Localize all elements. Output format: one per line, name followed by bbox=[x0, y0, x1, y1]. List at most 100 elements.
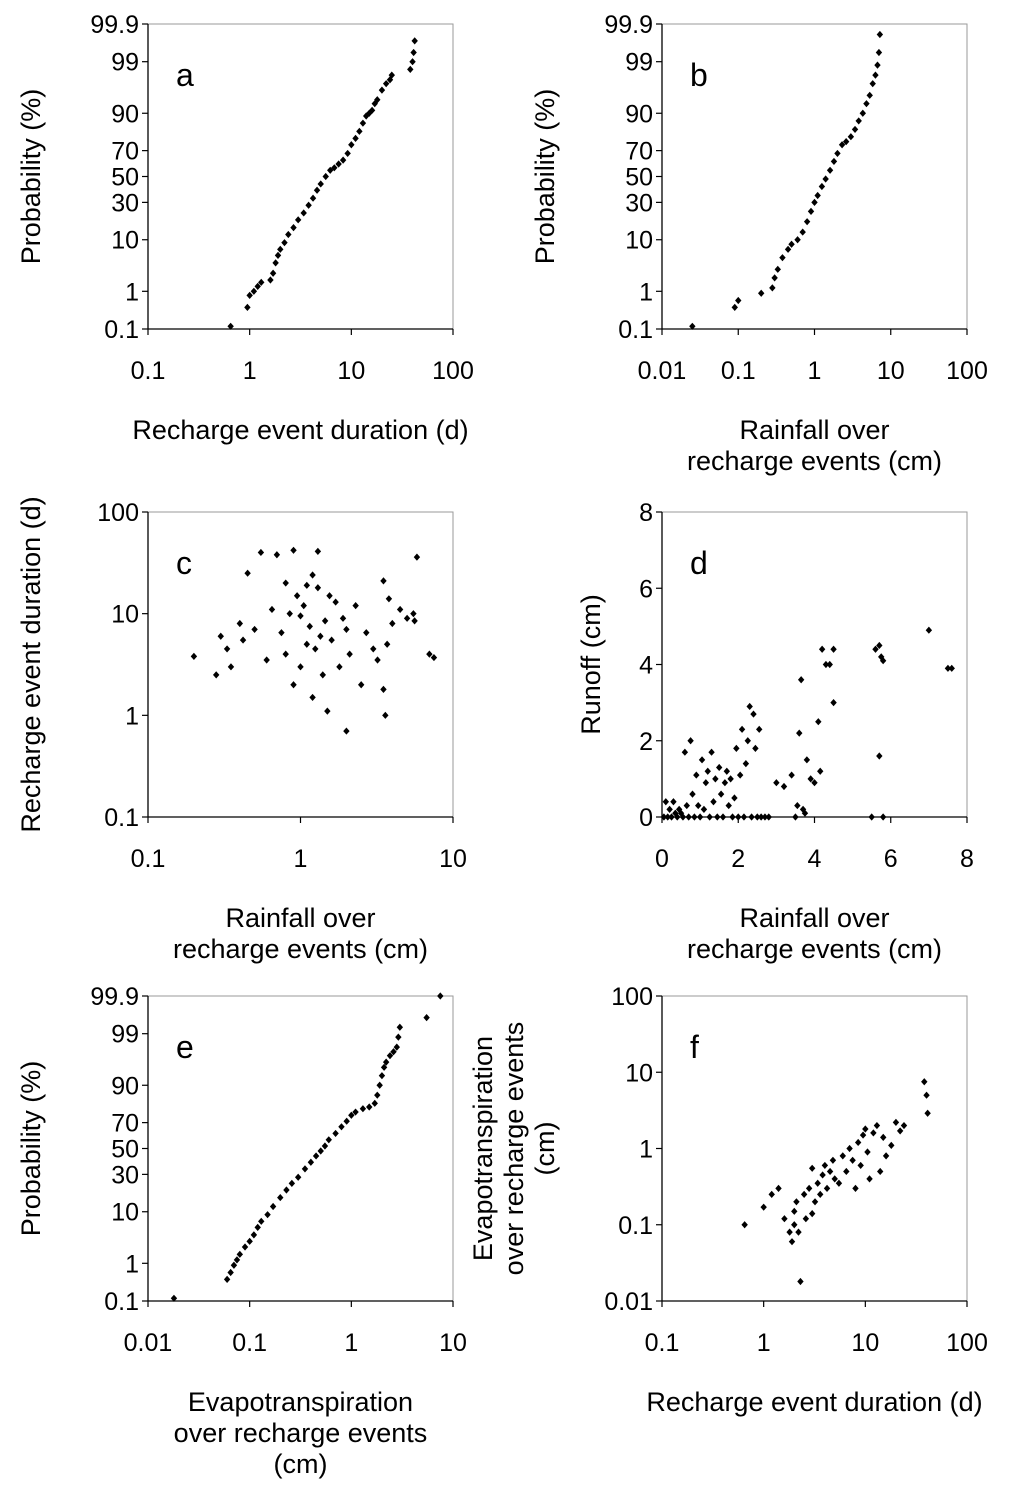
x-axis-title-a: Recharge event duration (d) bbox=[132, 415, 468, 445]
y-axis-title-f: over recharge events bbox=[499, 1022, 529, 1276]
y-tick-label: 2 bbox=[639, 728, 653, 756]
data-point bbox=[290, 681, 297, 689]
data-point bbox=[212, 671, 220, 679]
data-point bbox=[343, 727, 350, 735]
data-point bbox=[830, 645, 837, 653]
data-point bbox=[268, 605, 276, 614]
data-point bbox=[715, 763, 723, 772]
panel-label-d: d bbox=[690, 545, 708, 581]
data-point bbox=[371, 1099, 378, 1107]
data-point bbox=[729, 813, 736, 821]
x-tick-label: 100 bbox=[946, 1329, 988, 1357]
data-point bbox=[321, 617, 329, 625]
data-point bbox=[359, 119, 367, 127]
data-point bbox=[681, 748, 689, 756]
data-point bbox=[784, 245, 792, 253]
y-tick-label: 70 bbox=[625, 138, 653, 166]
data-point bbox=[254, 1223, 261, 1231]
data-point bbox=[272, 259, 279, 267]
series-points-b bbox=[689, 30, 884, 330]
data-point bbox=[921, 1078, 928, 1086]
series-points-c bbox=[190, 546, 438, 735]
data-point bbox=[317, 632, 324, 640]
data-point bbox=[309, 571, 316, 579]
data-point bbox=[382, 80, 390, 88]
data-point bbox=[331, 164, 338, 172]
data-point bbox=[314, 584, 322, 592]
data-point bbox=[814, 1179, 821, 1187]
data-point bbox=[390, 1048, 397, 1056]
x-tick-label: 0.01 bbox=[124, 1329, 173, 1357]
data-point bbox=[731, 794, 738, 802]
data-point bbox=[826, 1167, 834, 1176]
data-point bbox=[760, 1203, 767, 1211]
data-point bbox=[704, 767, 711, 775]
data-point bbox=[775, 1184, 782, 1192]
data-point bbox=[773, 779, 780, 787]
data-point bbox=[241, 1243, 249, 1251]
y-tick-label: 4 bbox=[639, 652, 653, 680]
data-point bbox=[385, 595, 393, 603]
data-point bbox=[781, 1215, 788, 1223]
x-tick-label: 1 bbox=[344, 1329, 358, 1357]
data-point bbox=[875, 48, 883, 57]
y-tick-label: 6 bbox=[639, 575, 653, 603]
data-point bbox=[286, 610, 293, 618]
data-point bbox=[846, 1144, 853, 1153]
data-point bbox=[693, 771, 700, 779]
x-axis-title-d: Rainfall over bbox=[739, 903, 889, 933]
data-point bbox=[748, 813, 755, 821]
y-tick-label: 99 bbox=[625, 49, 653, 77]
data-point bbox=[756, 725, 763, 733]
data-point bbox=[339, 156, 347, 164]
data-point bbox=[267, 276, 274, 284]
data-point bbox=[278, 629, 285, 637]
y-tick-label: 50 bbox=[111, 164, 139, 192]
y-tick-label: 10 bbox=[111, 601, 139, 629]
data-point bbox=[370, 645, 377, 653]
data-point bbox=[774, 265, 781, 273]
data-point bbox=[352, 602, 359, 610]
data-point bbox=[803, 218, 811, 226]
data-point bbox=[723, 767, 731, 775]
data-point bbox=[814, 191, 821, 200]
data-point bbox=[363, 629, 370, 637]
data-point bbox=[882, 1152, 890, 1160]
panel-label-f: f bbox=[690, 1029, 699, 1065]
data-point bbox=[660, 813, 668, 821]
x-axis-title-b: Rainfall over bbox=[739, 415, 889, 445]
data-point bbox=[366, 1103, 373, 1111]
data-point bbox=[393, 1043, 400, 1051]
x-tick-label: 2 bbox=[731, 845, 745, 873]
data-point bbox=[352, 1108, 359, 1116]
data-point bbox=[849, 1156, 856, 1164]
data-point bbox=[344, 149, 351, 158]
data-point bbox=[808, 1164, 816, 1172]
data-point bbox=[339, 614, 347, 622]
data-point bbox=[236, 619, 244, 628]
y-axis-title-b: Probability (%) bbox=[530, 89, 560, 265]
y-tick-label: 30 bbox=[111, 1161, 139, 1189]
data-point bbox=[864, 1148, 871, 1156]
data-point bbox=[246, 1237, 253, 1245]
data-point bbox=[396, 1023, 404, 1031]
data-point bbox=[822, 660, 830, 669]
data-point bbox=[223, 645, 231, 653]
data-point bbox=[788, 771, 795, 779]
data-point bbox=[795, 1228, 802, 1236]
y-tick-label: 100 bbox=[611, 983, 653, 1011]
x-axis-title-c: recharge events (cm) bbox=[173, 934, 428, 964]
data-point bbox=[700, 805, 708, 813]
data-point bbox=[383, 640, 391, 648]
data-point bbox=[325, 1136, 332, 1144]
data-point bbox=[831, 1175, 838, 1183]
panel-f: 0.1 1 10 100 0.01 0.1 1 10 100 f Recharge event du… bbox=[468, 983, 988, 1417]
data-point bbox=[293, 592, 301, 600]
data-point bbox=[702, 779, 710, 787]
data-point bbox=[312, 645, 319, 653]
data-point bbox=[826, 166, 834, 174]
data-point bbox=[829, 1156, 837, 1164]
x-tick-label: 8 bbox=[960, 845, 974, 873]
data-point bbox=[892, 1118, 900, 1126]
